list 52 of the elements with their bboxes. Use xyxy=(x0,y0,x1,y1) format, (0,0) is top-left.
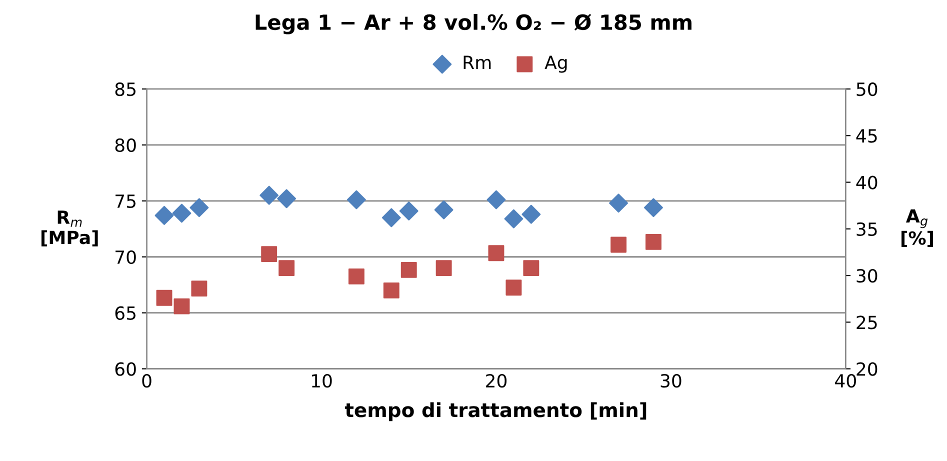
x-axis-title: tempo di trattamento [min] xyxy=(344,402,646,422)
point xyxy=(174,298,190,314)
point xyxy=(646,234,662,250)
y2-axis-title: A$_{g}$ [%] xyxy=(902,209,934,248)
y-tick-label: 85 xyxy=(115,82,136,96)
y2-tick-label: 30 xyxy=(856,268,878,283)
y2-tick-label: 25 xyxy=(856,316,877,330)
y-tick-label: 70 xyxy=(116,250,136,264)
y-tick-label: 75 xyxy=(116,194,136,208)
y-tick-label: 65 xyxy=(115,306,136,320)
point xyxy=(348,268,364,284)
x-tick-label: 10 xyxy=(312,374,332,388)
point xyxy=(172,204,192,223)
x-tick-label: 20 xyxy=(486,374,507,388)
point xyxy=(434,200,454,220)
point xyxy=(190,198,209,218)
point xyxy=(486,190,506,210)
point xyxy=(278,260,295,276)
chart-title: Lega 1 − Ar + 8 vol.% O₂ − Ø 185 mm xyxy=(256,14,692,34)
point xyxy=(523,260,540,276)
point xyxy=(504,209,524,228)
y-axis-title: R$_{m}$ [MPa] xyxy=(41,210,98,246)
point xyxy=(346,190,366,210)
y2-tick-label: 45 xyxy=(856,129,877,143)
x-tick-label: 0 xyxy=(142,374,152,388)
y-tick-label: 60 xyxy=(115,362,136,376)
point xyxy=(383,282,400,298)
point xyxy=(644,198,663,218)
point xyxy=(436,260,452,276)
point xyxy=(191,280,208,297)
legend-label: Rm xyxy=(464,56,491,69)
y2-tick-label: 50 xyxy=(856,82,878,96)
point xyxy=(400,262,417,278)
point xyxy=(260,186,279,205)
point xyxy=(277,189,296,208)
x-tick-label: 40 xyxy=(835,374,856,388)
point xyxy=(154,206,174,225)
point xyxy=(506,280,522,296)
point xyxy=(609,194,628,213)
point xyxy=(156,290,172,306)
y2-tick-label: 35 xyxy=(856,222,877,236)
point xyxy=(382,208,401,228)
point xyxy=(399,202,418,220)
point xyxy=(488,245,504,262)
legend-label: Ag xyxy=(544,56,567,73)
point xyxy=(610,236,627,253)
y-tick-label: 80 xyxy=(115,138,136,152)
x-tick-label: 30 xyxy=(660,374,682,388)
point xyxy=(261,246,278,262)
y2-tick-label: 20 xyxy=(856,362,878,376)
point xyxy=(522,204,541,224)
y2-tick-label: 40 xyxy=(856,176,878,190)
